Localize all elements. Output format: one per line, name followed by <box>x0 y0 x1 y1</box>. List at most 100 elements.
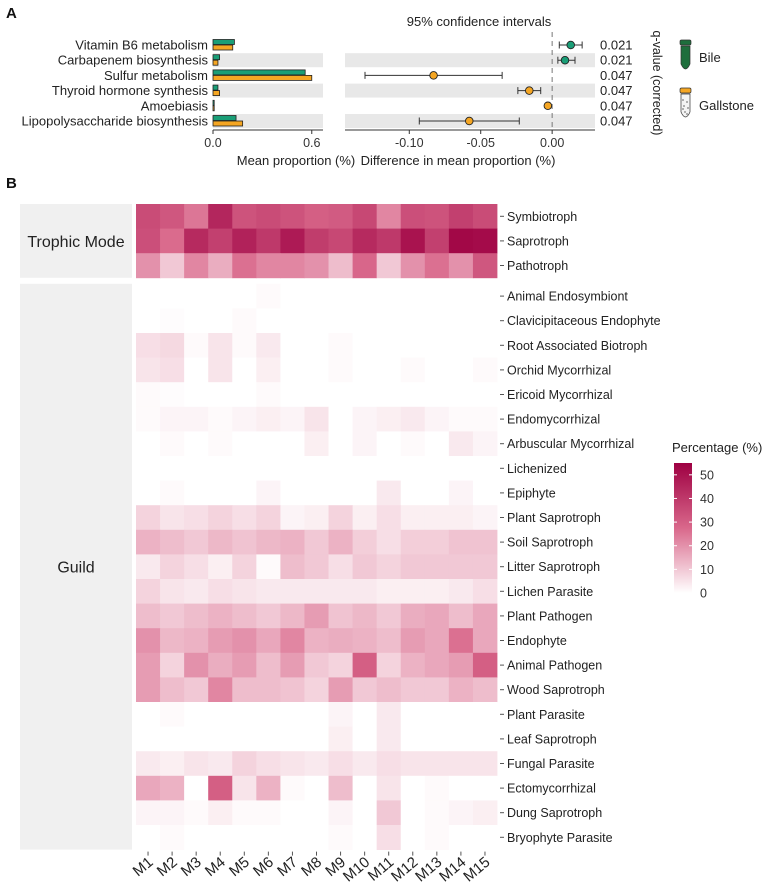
heatmap-cell <box>352 431 378 457</box>
percentage-color-legend: Percentage (%) 0 10 20 30 40 50 <box>672 440 762 601</box>
heatmap-cell <box>376 800 402 826</box>
panel-label-b: B <box>6 175 17 192</box>
heatmap-cell <box>136 652 161 678</box>
heatmap-cell <box>448 308 474 334</box>
heatmap-cell <box>472 775 498 801</box>
heatmap-cell <box>328 204 353 229</box>
heatmap-cell <box>376 308 402 334</box>
heatmap-cell <box>352 480 378 506</box>
q-value: 0.021 <box>600 38 633 53</box>
heatmap-cell <box>304 308 329 334</box>
heatmap-cell <box>352 702 378 727</box>
row-stripe <box>213 53 323 68</box>
heatmap-cell <box>400 480 426 506</box>
heatmap-cell <box>376 529 402 555</box>
legend-tick-label: 0 <box>700 587 707 601</box>
heatmap-cell <box>328 406 353 432</box>
heatmap-cell <box>304 800 329 826</box>
heatmap-cell <box>304 529 329 555</box>
heatmap-cell <box>136 825 161 850</box>
row-label: Bryophyte Parasite <box>507 831 613 845</box>
heatmap-cell <box>136 751 161 777</box>
row-label: Wood Saprotroph <box>507 683 605 697</box>
heatmap-cell <box>232 228 257 254</box>
heatmap-cell <box>136 253 161 279</box>
heatmap-cell <box>448 726 474 752</box>
legend-ticks: 0 10 20 30 40 50 <box>674 468 714 601</box>
heatmap-cell <box>136 775 161 801</box>
heatmap-cell <box>136 628 161 654</box>
heatmap-cell <box>352 603 378 629</box>
heatmap-cell <box>448 751 474 777</box>
heatmap-cell <box>400 751 426 777</box>
heatmap-cell <box>232 431 257 457</box>
heatmap-cell <box>160 333 185 358</box>
heatmap-cell <box>184 308 209 334</box>
heatmap-cell <box>136 579 161 604</box>
heatmap-cell <box>352 800 378 826</box>
stone-dot <box>687 107 689 109</box>
heatmap-cell <box>304 456 329 481</box>
heatmap-cell <box>256 726 281 752</box>
heatmap-cell <box>280 431 305 457</box>
heatmap-cell <box>472 825 498 850</box>
heatmap-cell <box>376 702 402 727</box>
heatmap-cell <box>256 505 281 531</box>
heatmap-cell <box>376 431 402 457</box>
heatmap-cell <box>256 308 281 334</box>
heatmap-cell <box>256 579 281 604</box>
heatmap-cell <box>400 726 426 752</box>
heatmap-cell <box>136 382 161 408</box>
heatmap-cell <box>448 775 474 801</box>
heatmap-cell <box>208 579 233 604</box>
heatmap-cell <box>136 800 161 826</box>
heatmap-cell <box>472 253 498 279</box>
row-label: Arbuscular Mycorrhizal <box>507 437 634 451</box>
legend-title: Percentage (%) <box>672 440 762 455</box>
heatmap-cell <box>280 751 305 777</box>
heatmap-cell <box>232 283 257 309</box>
heatmap-cell <box>280 333 305 358</box>
heatmap-cell <box>280 825 305 850</box>
heatmap-cell <box>160 702 185 727</box>
heatmap-cell <box>304 357 329 383</box>
heatmap-cell <box>304 579 329 604</box>
heatmap-cell <box>280 204 305 229</box>
heatmap-cell <box>472 751 498 777</box>
heatmap-cell <box>280 505 305 531</box>
bar-gallstone <box>212 44 234 51</box>
heatmap-cell <box>424 382 450 408</box>
heatmap-cell <box>448 456 474 481</box>
heatmap-cell <box>424 253 450 279</box>
q-value: 0.047 <box>600 83 633 98</box>
stone-dot <box>682 99 684 101</box>
heatmap-cell <box>256 431 281 457</box>
bar-gallstone <box>212 90 220 96</box>
row-label: Leaf Saprotroph <box>507 732 597 746</box>
heatmap-cell <box>232 652 257 678</box>
heatmap-cell <box>256 554 281 580</box>
heatmap-cell <box>376 204 402 229</box>
group-label: Trophic Mode <box>27 234 124 251</box>
heatmap-cell <box>304 677 329 703</box>
heatmap-cell <box>328 382 353 408</box>
heatmap-cell <box>424 333 450 358</box>
q-value: 0.047 <box>600 114 633 129</box>
heatmap-cell <box>232 204 257 229</box>
heatmap-cell <box>280 554 305 580</box>
heatmap-cell <box>376 726 402 752</box>
heatmap-cell <box>448 825 474 850</box>
heatmap-cell <box>400 628 426 654</box>
heatmap-cell <box>304 628 329 654</box>
heatmap-cell <box>472 529 498 555</box>
heatmap-cell <box>328 579 353 604</box>
heatmap-cell <box>352 308 378 334</box>
heatmap-cell <box>424 603 450 629</box>
heatmap-cell <box>208 382 233 408</box>
heatmap-cell <box>304 702 329 727</box>
guild-heatmap: Trophic Mode Guild Symbiotroph Saprotroph P… <box>20 204 661 885</box>
heatmap-cell <box>328 308 353 334</box>
heatmap-cell <box>304 204 329 229</box>
heatmap-cell <box>424 431 450 457</box>
heatmap-cell <box>256 677 281 703</box>
